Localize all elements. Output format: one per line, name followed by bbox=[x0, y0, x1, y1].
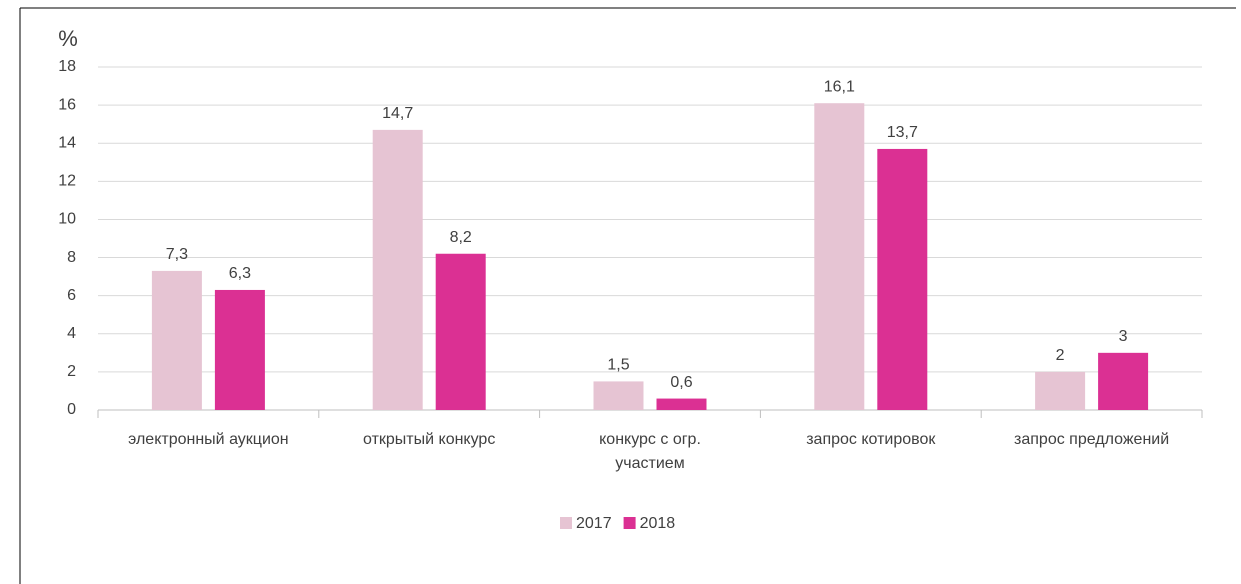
legend-label: 2017 bbox=[576, 515, 612, 532]
bar bbox=[814, 103, 865, 410]
value-label: 3 bbox=[1119, 328, 1128, 345]
x-tick-label: запрос котировок bbox=[806, 431, 936, 448]
bar bbox=[877, 148, 928, 410]
legend-swatch bbox=[623, 517, 636, 529]
y-tick-label: 4 bbox=[67, 325, 76, 342]
y-axis-label: % bbox=[58, 26, 78, 51]
x-tick-label: электронный аукцион bbox=[128, 431, 289, 448]
y-tick-label: 12 bbox=[58, 173, 76, 190]
x-tick-label: открытый конкурс bbox=[363, 431, 496, 448]
legend-swatch bbox=[560, 517, 572, 529]
bar bbox=[656, 398, 707, 410]
bar bbox=[593, 381, 644, 410]
bar bbox=[151, 270, 202, 410]
value-label: 16,1 bbox=[824, 78, 855, 95]
y-tick-label: 6 bbox=[67, 287, 76, 304]
y-tick-label: 10 bbox=[58, 211, 76, 228]
y-tick-label: 0 bbox=[67, 401, 76, 418]
value-label: 13,7 bbox=[887, 124, 918, 141]
value-label: 14,7 bbox=[382, 105, 413, 122]
value-label: 1,5 bbox=[607, 357, 629, 374]
y-tick-label: 16 bbox=[58, 96, 76, 113]
value-label: 0,6 bbox=[670, 374, 692, 391]
x-tick-label: запрос предложений bbox=[1014, 431, 1170, 448]
y-tick-label: 14 bbox=[58, 134, 76, 151]
y-tick-label: 18 bbox=[58, 58, 76, 75]
bar bbox=[1098, 352, 1149, 410]
x-tick-label: конкурс с огр. участием bbox=[599, 431, 701, 472]
bar bbox=[1035, 371, 1086, 410]
legend-label: 2018 bbox=[640, 515, 676, 532]
bar bbox=[435, 253, 486, 410]
value-label: 8,2 bbox=[450, 229, 472, 246]
value-label: 7,3 bbox=[166, 246, 188, 263]
bar bbox=[214, 289, 265, 410]
y-tick-label: 8 bbox=[67, 249, 76, 266]
bar bbox=[372, 129, 423, 410]
value-label: 6,3 bbox=[229, 265, 251, 282]
value-label: 2 bbox=[1056, 347, 1065, 364]
y-tick-label: 2 bbox=[67, 363, 76, 380]
